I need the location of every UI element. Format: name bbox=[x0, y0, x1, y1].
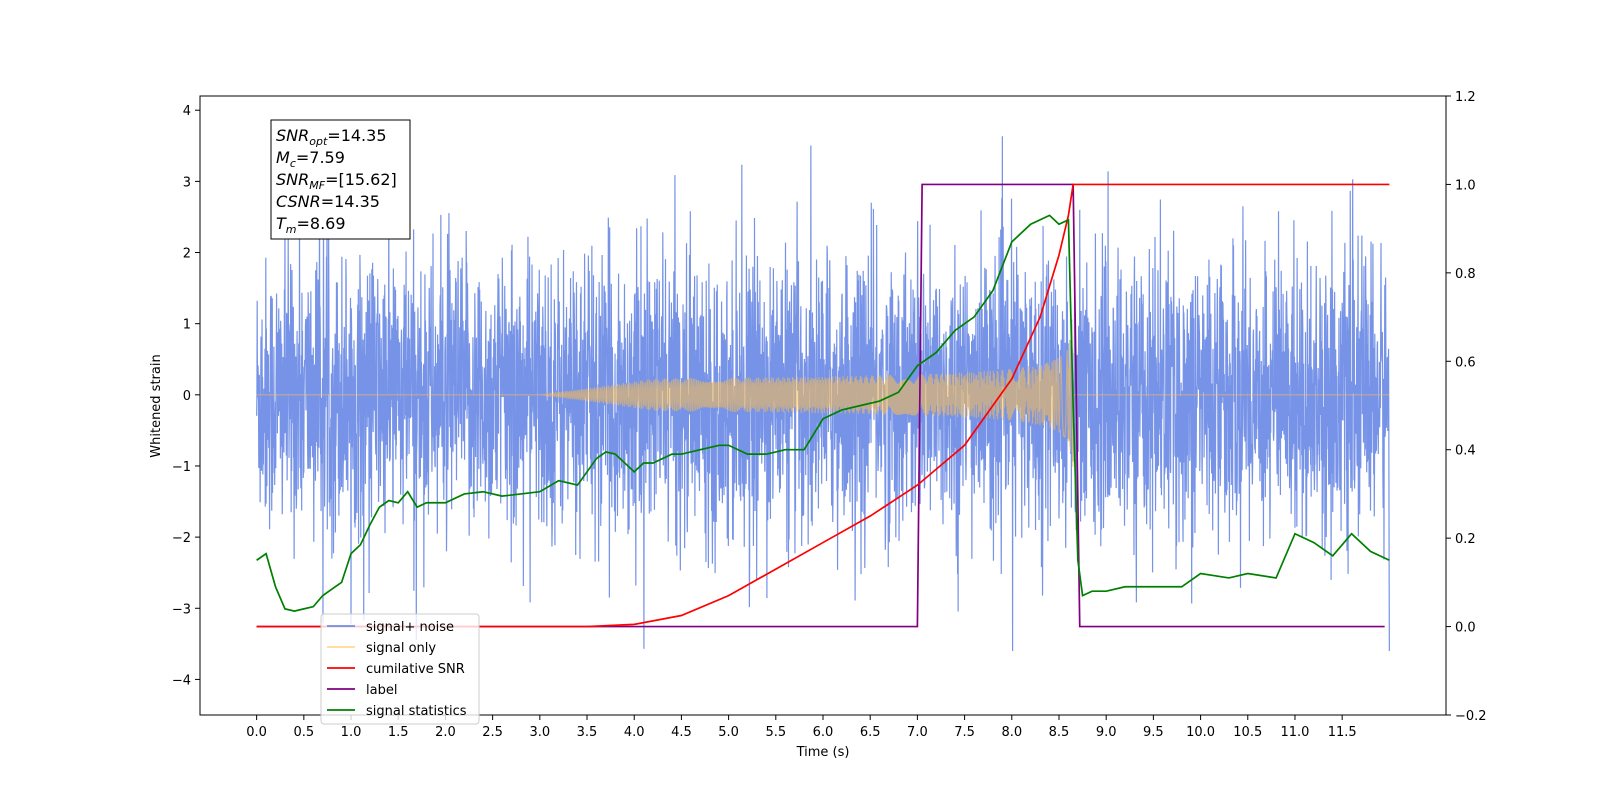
y-axis-left-label: Whitened strain bbox=[149, 354, 164, 457]
legend-entry: cumilative SNR bbox=[366, 662, 465, 677]
annotation-line: Tm=8.69 bbox=[276, 214, 346, 236]
y-left-tick-label: −3 bbox=[172, 602, 191, 617]
x-tick-label: 4.0 bbox=[624, 725, 645, 740]
annotation-line: CSNR=14.35 bbox=[276, 192, 380, 211]
signal-statistics-line bbox=[256, 214, 1390, 612]
x-tick-label: 8.5 bbox=[1049, 725, 1070, 740]
y-left-tick-label: −4 bbox=[172, 673, 191, 688]
plot-area bbox=[256, 136, 1390, 651]
legend-entry: label bbox=[366, 683, 397, 698]
label-line bbox=[256, 183, 1385, 628]
x-tick-label: 6.5 bbox=[860, 725, 881, 740]
x-tick-label: 10.5 bbox=[1233, 725, 1262, 740]
x-tick-label: 1.5 bbox=[388, 725, 409, 740]
y-left-tick-label: −1 bbox=[172, 460, 191, 475]
annotation-line: SNRopt=14.35 bbox=[276, 126, 387, 148]
x-tick-label: 4.5 bbox=[671, 725, 692, 740]
x-tick-label: 6.0 bbox=[813, 725, 834, 740]
x-tick-label: 3.5 bbox=[577, 725, 598, 740]
y-right-tick-label: 0.6 bbox=[1455, 355, 1476, 370]
x-tick-label: 9.5 bbox=[1143, 725, 1164, 740]
y-right-tick-label: 1.0 bbox=[1455, 178, 1476, 193]
x-axis-label: Time (s) bbox=[796, 745, 850, 760]
x-tick-label: 0.5 bbox=[293, 725, 314, 740]
y-axis-left: −4 −3 −2 −1 0 1 2 3 4 bbox=[172, 104, 200, 688]
x-tick-label: 5.0 bbox=[718, 725, 739, 740]
cumulative-snr-line bbox=[256, 183, 1390, 628]
x-tick-label: 7.0 bbox=[907, 725, 928, 740]
y-left-tick-label: 3 bbox=[183, 175, 191, 190]
x-tick-label: 1.0 bbox=[341, 725, 362, 740]
x-tick-label: 3.0 bbox=[529, 725, 550, 740]
x-tick-label: 0.0 bbox=[246, 725, 267, 740]
y-right-tick-label: 0.0 bbox=[1455, 621, 1476, 636]
y-left-tick-label: −2 bbox=[172, 531, 191, 546]
right-axis-series bbox=[256, 183, 1390, 628]
annotation-line: Mc=7.59 bbox=[276, 148, 345, 170]
y-right-tick-label: −0.2 bbox=[1455, 709, 1487, 724]
x-tick-label: 2.5 bbox=[482, 725, 503, 740]
annotation-line: SNRMF=[15.62] bbox=[276, 170, 397, 192]
x-tick-label: 8.0 bbox=[1001, 725, 1022, 740]
annotation-frame bbox=[270, 119, 411, 240]
x-axis: 0.0 0.5 1.0 1.5 2.0 2.5 3.0 3.5 4.0 4.5 5.0 5.5 6.0 6… bbox=[246, 715, 1357, 740]
x-tick-label: 11.5 bbox=[1328, 725, 1357, 740]
y-axis-right: −0.2 0.0 0.2 0.4 0.6 0.8 1.0 1.2 bbox=[1446, 90, 1487, 724]
legend: signal+ noise signal only cumilative SNR la… bbox=[320, 613, 480, 725]
y-left-tick-label: 4 bbox=[183, 104, 191, 119]
legend-frame bbox=[320, 613, 480, 725]
x-tick-label: 9.0 bbox=[1096, 725, 1117, 740]
x-tick-label: 2.0 bbox=[435, 725, 456, 740]
y-left-tick-label: 1 bbox=[183, 318, 191, 333]
y-right-tick-label: 0.8 bbox=[1455, 267, 1476, 282]
y-left-tick-label: 2 bbox=[183, 247, 191, 262]
x-tick-label: 5.5 bbox=[765, 725, 786, 740]
legend-entry: signal+ noise bbox=[366, 620, 454, 635]
signal-noise-line bbox=[256, 136, 1390, 651]
y-right-tick-label: 1.2 bbox=[1455, 90, 1476, 105]
signal-only-line bbox=[256, 324, 1390, 467]
x-tick-label: 11.0 bbox=[1280, 725, 1309, 740]
legend-entry: signal only bbox=[366, 641, 436, 656]
series-signal-only bbox=[256, 324, 1390, 467]
y-right-tick-label: 0.2 bbox=[1455, 532, 1476, 547]
y-left-tick-label: 0 bbox=[183, 389, 191, 404]
legend-entry: signal statistics bbox=[366, 704, 467, 719]
x-tick-label: 10.0 bbox=[1186, 725, 1215, 740]
stats-annotation-box: SNRopt=14.35Mc=7.59SNRMF=[15.62]CSNR=14.… bbox=[270, 119, 411, 240]
x-tick-label: 7.5 bbox=[954, 725, 975, 740]
series-signal-noise bbox=[256, 136, 1390, 651]
y-right-tick-label: 0.4 bbox=[1455, 444, 1476, 459]
